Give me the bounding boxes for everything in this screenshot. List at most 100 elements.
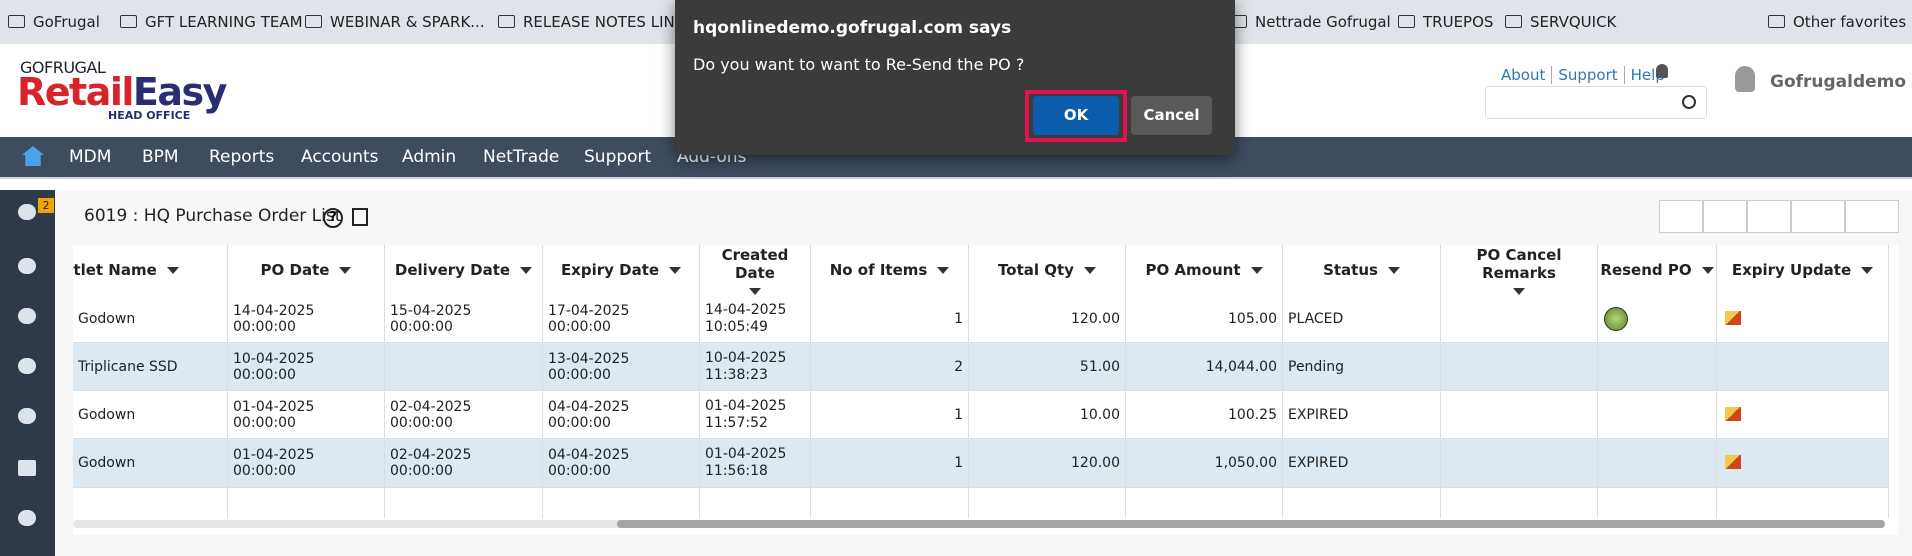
table-cell: EXPIRED	[1283, 391, 1441, 439]
sidebar-icon[interactable]	[18, 510, 36, 526]
header-link[interactable]: Support	[1551, 66, 1624, 84]
table-cell	[1598, 343, 1717, 391]
bookmark-label: RELEASE NOTES LIN...	[523, 13, 690, 31]
column-header[interactable]: Delivery Date	[385, 245, 543, 295]
toolbar-button[interactable]	[1747, 200, 1791, 233]
table-cell: 15-04-2025 00:00:00	[385, 295, 543, 343]
sort-caret[interactable]	[669, 266, 682, 274]
empty-cell	[73, 488, 228, 518]
sort-caret[interactable]	[1861, 266, 1874, 274]
column-header[interactable]: Resend PO	[1598, 245, 1717, 295]
column-header[interactable]: Expiry Date	[543, 245, 700, 295]
empty-cell	[811, 488, 969, 518]
bell-icon[interactable]	[1656, 64, 1668, 78]
table-cell: 01-04-2025 11:57:52	[700, 391, 811, 439]
sort-caret[interactable]	[1083, 266, 1096, 274]
sort-caret[interactable]	[339, 266, 352, 274]
bookmark[interactable]: Other favorites	[1768, 0, 1906, 44]
column-header[interactable]: PO Date	[228, 245, 385, 295]
table-cell: Godown	[73, 439, 228, 488]
sort-caret[interactable]	[1513, 287, 1525, 295]
nav-item[interactable]: Admin	[402, 147, 457, 167]
home-icon[interactable]	[22, 146, 44, 166]
nav-item[interactable]: Support	[584, 147, 652, 167]
toolbar-button[interactable]	[1845, 200, 1899, 233]
column-header[interactable]: Total Qty	[969, 245, 1126, 295]
table-cell	[1717, 439, 1889, 488]
column-title: Outlet Name	[73, 261, 157, 279]
bookmark[interactable]: SERVQUICK	[1505, 0, 1616, 44]
layout-icon[interactable]	[352, 208, 368, 226]
table-cell	[1717, 343, 1889, 391]
column-header[interactable]: Expiry Update	[1717, 245, 1889, 295]
bookmark[interactable]: Nettrade Gofrugal	[1230, 0, 1391, 44]
column-header[interactable]: Status	[1283, 245, 1441, 295]
column-title: Delivery Date	[394, 261, 511, 279]
sidebar-icon[interactable]	[18, 408, 36, 424]
folder-icon	[120, 15, 137, 28]
nav-item[interactable]: Reports	[209, 147, 275, 167]
sort-caret[interactable]	[749, 287, 761, 295]
column-header[interactable]: Created Date	[700, 245, 811, 295]
table-cell	[1598, 295, 1717, 343]
bookmark[interactable]: TRUEPOS	[1398, 0, 1493, 44]
nav-item[interactable]: NetTrade	[483, 147, 560, 167]
table-cell: 02-04-2025 00:00:00	[385, 439, 543, 488]
bookmark[interactable]: GoFrugal	[8, 0, 100, 44]
table-cell: Pending	[1283, 343, 1441, 391]
table-cell: 14-04-2025 10:05:49	[700, 295, 811, 343]
table-cell: 1	[811, 391, 969, 439]
sort-caret[interactable]	[1701, 266, 1714, 274]
ok-button[interactable]: OK	[1033, 96, 1119, 135]
bookmark[interactable]: GFT LEARNING TEAM	[120, 0, 303, 44]
table-cell: 10-04-2025 00:00:00	[228, 343, 385, 391]
header-link[interactable]: About	[1501, 66, 1546, 84]
edit-icon[interactable]	[1725, 407, 1741, 421]
edit-icon[interactable]	[1725, 455, 1741, 469]
h-scrollbar[interactable]	[73, 520, 1885, 528]
folder-icon	[8, 15, 25, 28]
bookmark[interactable]: WEBINAR & SPARK...	[305, 0, 485, 44]
sidebar-icon[interactable]	[18, 460, 36, 476]
column-title: No of Items	[829, 261, 928, 279]
sort-caret[interactable]	[1250, 266, 1263, 274]
sort-caret[interactable]	[166, 266, 179, 274]
sidebar-icon[interactable]	[18, 308, 36, 324]
table-cell: 01-04-2025 11:56:18	[700, 439, 811, 488]
sidebar-icon[interactable]	[18, 204, 36, 220]
column-header[interactable]: PO Amount	[1126, 245, 1283, 295]
table-cell: 120.00	[969, 439, 1126, 488]
sort-caret[interactable]	[1387, 266, 1400, 274]
nav-item[interactable]: MDM	[69, 147, 112, 167]
nav-item[interactable]: BPM	[142, 147, 179, 167]
sidebar-icon[interactable]	[18, 258, 36, 274]
folder-icon	[1768, 15, 1785, 28]
search-box[interactable]	[1485, 86, 1707, 119]
column-header[interactable]: PO Cancel Remarks	[1441, 245, 1598, 295]
nav-shadow	[0, 177, 1912, 190]
sidebar-icon[interactable]	[18, 358, 36, 374]
table-cell: 10-04-2025 11:38:23	[700, 343, 811, 391]
bookmark[interactable]: RELEASE NOTES LIN...	[498, 0, 689, 44]
scroll-thumb[interactable]	[617, 520, 1885, 528]
table-cell: Godown	[73, 295, 228, 343]
table-cell: EXPIRED	[1283, 439, 1441, 488]
toolbar-button[interactable]	[1791, 200, 1845, 233]
toolbar-button[interactable]	[1659, 200, 1703, 233]
edit-icon[interactable]	[1725, 311, 1741, 325]
table-cell: 01-04-2025 00:00:00	[228, 439, 385, 488]
column-header[interactable]: Outlet Name	[73, 245, 228, 295]
toolbar-button[interactable]	[1703, 200, 1747, 233]
table-cell	[385, 343, 543, 391]
cancel-button[interactable]: Cancel	[1131, 96, 1212, 135]
column-header[interactable]: No of Items	[811, 245, 969, 295]
table-cell: 1,050.00	[1126, 439, 1283, 488]
sort-caret[interactable]	[937, 266, 950, 274]
user-name[interactable]: Gofrugaldemo	[1770, 72, 1907, 92]
resend-icon[interactable]	[1604, 307, 1628, 331]
empty-cell	[1598, 488, 1717, 518]
sort-caret[interactable]	[520, 266, 533, 274]
help-icon[interactable]: ?	[323, 208, 343, 228]
nav-item[interactable]: Accounts	[301, 147, 379, 167]
